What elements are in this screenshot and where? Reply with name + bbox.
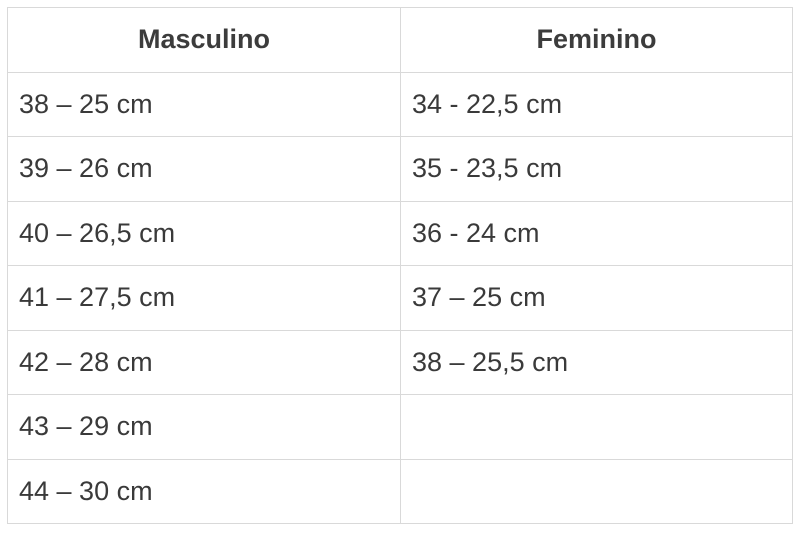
cell-masculino: 42 – 28 cm: [7, 329, 401, 395]
table-row: 38 – 25 cm 34 - 22,5 cm: [7, 71, 793, 137]
cell-masculino: 38 – 25 cm: [7, 71, 401, 137]
size-table: Masculino Feminino 38 – 25 cm 34 - 22,5 c…: [7, 7, 793, 524]
header-row: Masculino Feminino: [7, 7, 793, 73]
cell-feminino: [400, 394, 793, 460]
table-row: 43 – 29 cm: [7, 394, 793, 460]
table-row: 44 – 30 cm: [7, 458, 793, 524]
cell-masculino: 40 – 26,5 cm: [7, 200, 401, 266]
table-row: 42 – 28 cm 38 – 25,5 cm: [7, 329, 793, 395]
cell-feminino: 34 - 22,5 cm: [400, 71, 793, 137]
cell-feminino: 35 - 23,5 cm: [400, 136, 793, 202]
cell-feminino: 38 – 25,5 cm: [400, 329, 793, 395]
table-row: 40 – 26,5 cm 36 - 24 cm: [7, 200, 793, 266]
table-row: 39 – 26 cm 35 - 23,5 cm: [7, 136, 793, 202]
header-feminino: Feminino: [400, 7, 793, 73]
table-row: 41 – 27,5 cm 37 – 25 cm: [7, 265, 793, 331]
cell-masculino: 39 – 26 cm: [7, 136, 401, 202]
cell-feminino: [400, 458, 793, 524]
cell-feminino: 37 – 25 cm: [400, 265, 793, 331]
header-masculino: Masculino: [7, 7, 401, 73]
cell-feminino: 36 - 24 cm: [400, 200, 793, 266]
cell-masculino: 44 – 30 cm: [7, 458, 401, 524]
cell-masculino: 41 – 27,5 cm: [7, 265, 401, 331]
cell-masculino: 43 – 29 cm: [7, 394, 401, 460]
